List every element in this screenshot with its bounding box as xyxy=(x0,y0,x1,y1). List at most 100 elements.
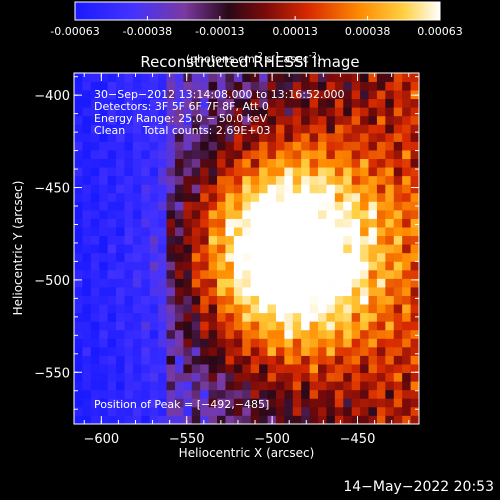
heatmap-cell xyxy=(351,261,361,271)
heatmap-cell xyxy=(116,381,125,391)
x-axis-label: Heliocentric X (arcsec) xyxy=(178,446,315,460)
heatmap-cell xyxy=(149,141,159,151)
heatmap-cell xyxy=(326,415,336,425)
heatmap-cell xyxy=(74,278,83,288)
heatmap-cell xyxy=(107,175,117,185)
heatmap-cell xyxy=(99,415,109,425)
heatmap-cell xyxy=(191,287,201,296)
heatmap-cell xyxy=(309,321,319,331)
heatmap-cell xyxy=(200,389,210,399)
heatmap-cell xyxy=(183,304,193,314)
heatmap-cell xyxy=(385,406,395,416)
heatmap-cell xyxy=(326,312,336,322)
heatmap-cell xyxy=(351,227,361,237)
heatmap-cell xyxy=(343,269,353,279)
heatmap-cell xyxy=(166,115,176,125)
heatmap-cell xyxy=(124,287,134,296)
heatmap-cell xyxy=(267,158,277,168)
heatmap-cell xyxy=(250,389,260,399)
heatmap-cell xyxy=(174,115,184,125)
heatmap-cell xyxy=(393,269,403,279)
heatmap-cell xyxy=(334,381,344,391)
heatmap-cell xyxy=(158,235,167,245)
heatmap-cell xyxy=(107,312,117,322)
heatmap-cell xyxy=(326,389,336,399)
heatmap-cell xyxy=(141,364,151,374)
heatmap-cell xyxy=(242,338,252,348)
heatmap-cell xyxy=(376,398,386,408)
heatmap-cell xyxy=(385,295,395,305)
heatmap-cell xyxy=(309,406,319,416)
heatmap-cell xyxy=(82,150,92,160)
heatmap-cell xyxy=(99,287,109,296)
heatmap-cell xyxy=(225,150,235,160)
heatmap-cell xyxy=(90,175,100,185)
heatmap-cell xyxy=(166,132,176,142)
heatmap-cell xyxy=(124,338,134,348)
heatmap-cell xyxy=(309,244,319,254)
heatmap-cell xyxy=(250,158,260,168)
heatmap-cell xyxy=(183,329,193,339)
heatmap-cell xyxy=(166,287,176,296)
heatmap-cell xyxy=(174,252,184,262)
heatmap-cell xyxy=(402,346,411,356)
heatmap-cell xyxy=(208,192,218,202)
heatmap-cell xyxy=(242,201,252,211)
heatmap-cell xyxy=(343,98,353,108)
heatmap-cell xyxy=(158,90,167,100)
heatmap-cell xyxy=(250,398,260,408)
heatmap-cell xyxy=(233,150,243,160)
heatmap-cell xyxy=(393,287,403,296)
heatmap-cell xyxy=(301,252,311,262)
heatmap-cell xyxy=(368,132,378,142)
heatmap-cell xyxy=(318,415,327,425)
heatmap-cell xyxy=(326,227,336,237)
heatmap-cell xyxy=(402,201,411,211)
heatmap-cell xyxy=(284,227,294,237)
heatmap-cell xyxy=(82,398,92,408)
heatmap-cell xyxy=(233,218,243,228)
heatmap-cell xyxy=(233,81,243,91)
heatmap-cell xyxy=(284,235,294,245)
heatmap-cell xyxy=(242,389,252,399)
heatmap-cell xyxy=(326,329,336,339)
heatmap-cell xyxy=(116,141,125,151)
heatmap-cell xyxy=(250,381,260,391)
heatmap-cell xyxy=(250,90,260,100)
heatmap-cell xyxy=(393,124,403,134)
heatmap-cell xyxy=(233,338,243,348)
heatmap-cell xyxy=(410,192,420,202)
heatmap-cell xyxy=(74,90,83,100)
heatmap-cell xyxy=(284,107,294,117)
heatmap-cell xyxy=(191,329,201,339)
heatmap-cell xyxy=(90,184,100,194)
heatmap-cell xyxy=(225,304,235,314)
heatmap-cell xyxy=(410,184,420,194)
heatmap-cell xyxy=(107,141,117,151)
heatmap-cell xyxy=(99,355,109,365)
heatmap-cell xyxy=(132,158,142,168)
heatmap-cell xyxy=(360,107,369,117)
heatmap-cell xyxy=(116,278,125,288)
heatmap-cell xyxy=(259,150,268,160)
heatmap-cell xyxy=(208,346,218,356)
heatmap-cell xyxy=(309,192,319,202)
heatmap-cell xyxy=(368,278,378,288)
heatmap-cell xyxy=(107,269,117,279)
heatmap-cell xyxy=(208,115,218,125)
heatmap-cell xyxy=(284,244,294,254)
heatmap-cell xyxy=(360,389,369,399)
heatmap-cell xyxy=(141,312,151,322)
heatmap-cell xyxy=(402,312,411,322)
heatmap-cell xyxy=(385,235,395,245)
heatmap-cell xyxy=(174,312,184,322)
heatmap-cell xyxy=(74,389,83,399)
heatmap-cell xyxy=(326,381,336,391)
heatmap-cell xyxy=(174,201,184,211)
heatmap-cell xyxy=(191,355,201,365)
heatmap-cell xyxy=(360,381,369,391)
heatmap-cell xyxy=(267,269,277,279)
heatmap-cell xyxy=(99,329,109,339)
heatmap-cell xyxy=(149,312,159,322)
heatmap-cell xyxy=(301,124,311,134)
